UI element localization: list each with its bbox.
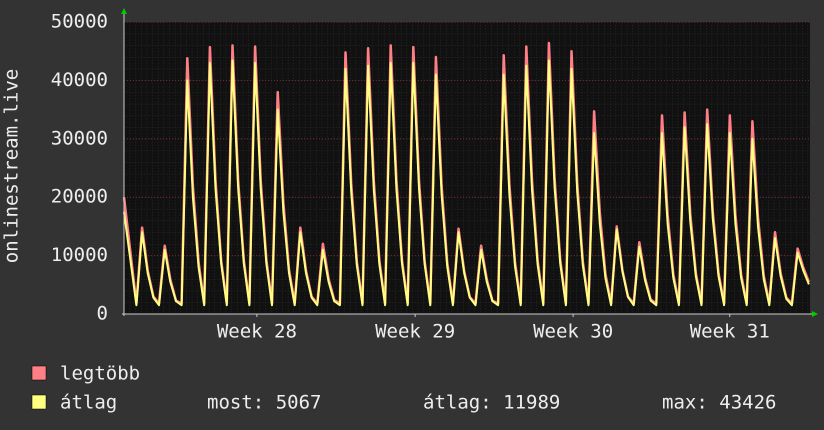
y-tick-label: 0	[97, 303, 108, 325]
lines	[122, 41, 811, 307]
stat-label: most:	[207, 392, 264, 414]
legend-swatch	[31, 365, 47, 381]
labels: 0 10000 20000 30000 40000 50000 Week 28 Week 29…	[51, 11, 770, 343]
y-tick-label: 50000	[51, 11, 108, 33]
y-arrow	[121, 8, 127, 14]
y-tick-label: 30000	[51, 127, 108, 149]
y-tick-label: 40000	[51, 69, 108, 91]
legend-label: átlag	[60, 392, 117, 414]
x-tick-label: Week 28	[217, 321, 297, 343]
x-tick-label: Week 29	[375, 321, 455, 343]
legend-swatch	[31, 394, 47, 410]
stat-value: 11989	[503, 392, 560, 414]
series-line	[123, 59, 810, 307]
legend: legtöbb átlag most: 5067 átlag: 11989 max: 4342…	[31, 363, 776, 414]
x-arrow	[812, 311, 818, 317]
x-tick-label: Week 31	[690, 321, 770, 343]
stat-label: átlag:	[423, 392, 492, 414]
stat-label: max:	[662, 392, 708, 414]
legend-label: legtöbb	[60, 363, 140, 385]
y-tick-label: 10000	[51, 244, 108, 266]
y-axis-label: onlinestream.live	[1, 69, 23, 263]
stat-value: 5067	[276, 392, 322, 414]
y-tick-label: 20000	[51, 186, 108, 208]
x-tick-label: Week 30	[533, 321, 613, 343]
stat-value: 43426	[719, 392, 776, 414]
